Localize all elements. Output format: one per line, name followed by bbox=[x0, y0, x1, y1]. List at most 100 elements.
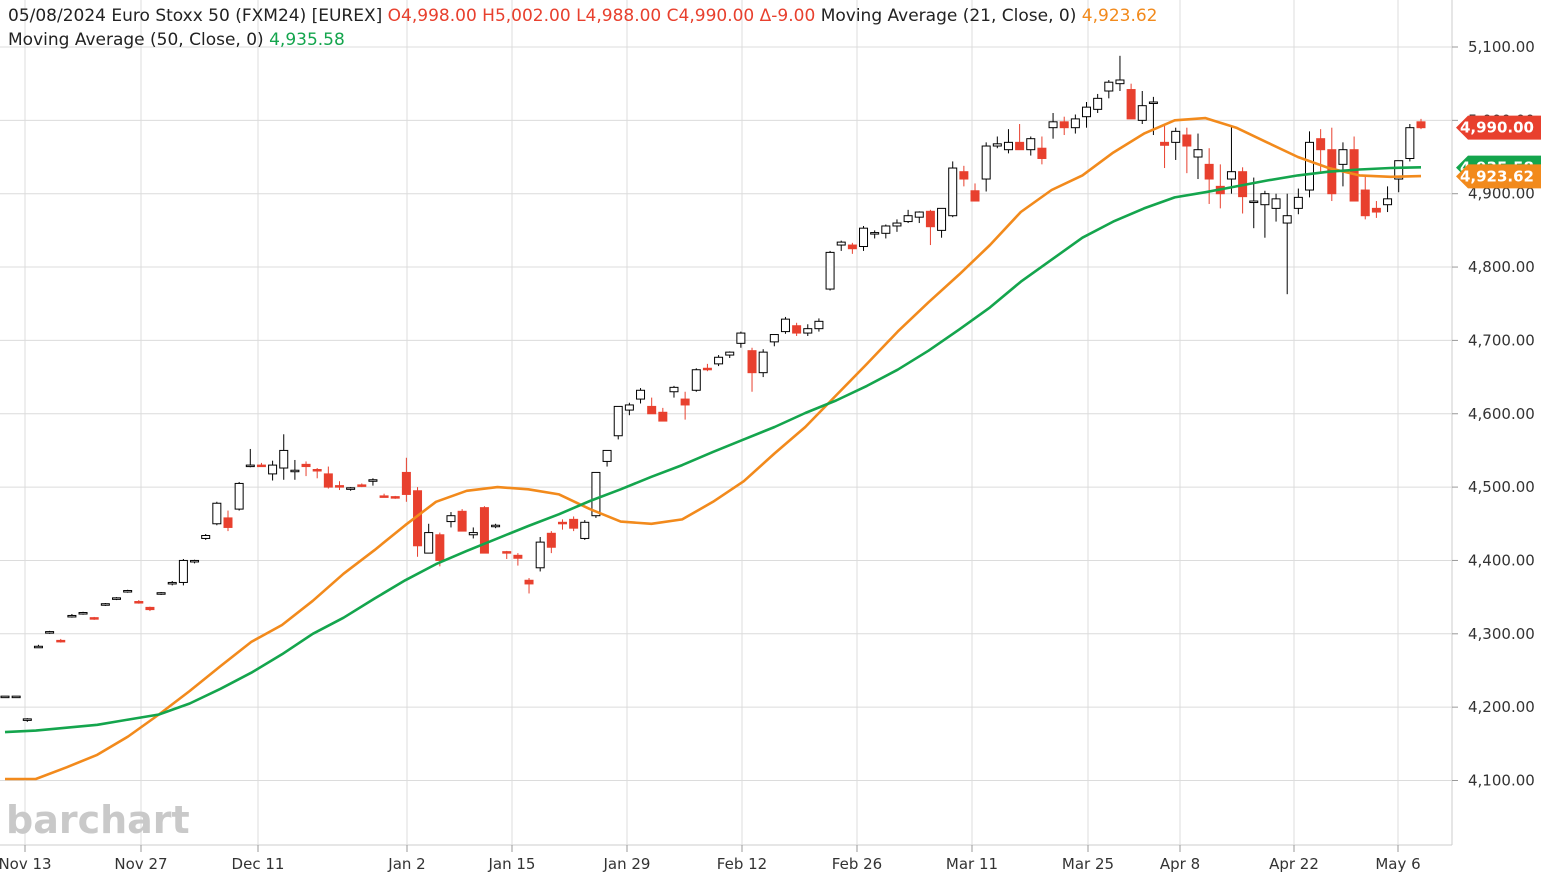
candle-body bbox=[201, 535, 211, 539]
candle-body bbox=[814, 320, 824, 330]
price-tags: 4,935.584,923.624,990.00 bbox=[1456, 115, 1541, 189]
candle-body bbox=[702, 367, 712, 371]
candle bbox=[1394, 160, 1404, 193]
candle-body bbox=[613, 405, 623, 437]
candle bbox=[245, 448, 255, 468]
candle bbox=[580, 520, 590, 540]
x-tick-label: Nov 13 bbox=[0, 855, 52, 873]
candle-body bbox=[0, 695, 10, 699]
candle-body bbox=[959, 171, 969, 180]
x-tick-label: Mar 25 bbox=[1062, 855, 1114, 873]
candle-body bbox=[557, 521, 567, 525]
candle-body bbox=[725, 351, 735, 356]
y-tick-label: 5,100.00 bbox=[1468, 38, 1535, 56]
candle-body bbox=[591, 471, 601, 517]
candle bbox=[312, 468, 322, 479]
candle bbox=[1338, 142, 1348, 187]
candle-body bbox=[357, 484, 367, 487]
candle bbox=[0, 695, 10, 699]
candle bbox=[1126, 83, 1136, 120]
ma21-price-tag: 4,923.62 bbox=[1456, 164, 1541, 189]
candle-body bbox=[714, 356, 724, 365]
y-tick-label: 4,700.00 bbox=[1468, 331, 1535, 349]
last-price-tag-shape bbox=[1456, 115, 1541, 140]
candle bbox=[636, 388, 646, 404]
candle-body bbox=[1193, 149, 1203, 158]
candle-body bbox=[1271, 198, 1281, 209]
candle bbox=[145, 606, 155, 612]
candle-body bbox=[134, 601, 144, 604]
candle bbox=[1204, 148, 1214, 204]
candle bbox=[1360, 175, 1370, 220]
candle bbox=[424, 523, 434, 554]
candle-body bbox=[1316, 138, 1326, 151]
candle bbox=[1070, 114, 1080, 134]
close-value: C4,990.00 bbox=[666, 6, 755, 26]
x-tick-label: Apr 8 bbox=[1160, 855, 1200, 873]
candle-body bbox=[446, 515, 456, 523]
x-tick-label: Nov 27 bbox=[114, 855, 167, 873]
candle bbox=[569, 516, 579, 532]
candle bbox=[1293, 188, 1303, 215]
y-tick-label: 4,800.00 bbox=[1468, 258, 1535, 276]
candle bbox=[669, 385, 679, 398]
last-price-tag: 4,990.00 bbox=[1456, 115, 1541, 140]
candle-body bbox=[1182, 134, 1192, 147]
candle bbox=[457, 509, 467, 532]
candle bbox=[1160, 124, 1170, 169]
candle-body bbox=[111, 597, 121, 600]
candle bbox=[1093, 93, 1103, 114]
candle bbox=[1182, 127, 1192, 174]
y-tick-label: 4,900.00 bbox=[1468, 185, 1535, 203]
candle-body bbox=[1305, 141, 1315, 191]
candle-body bbox=[268, 464, 278, 475]
y-tick-label: 4,500.00 bbox=[1468, 478, 1535, 496]
candle bbox=[357, 483, 367, 488]
candle-body bbox=[368, 479, 378, 482]
candle bbox=[212, 501, 222, 526]
candle-body bbox=[156, 592, 166, 595]
barchart-logo: barchart bbox=[6, 798, 190, 842]
candle bbox=[22, 718, 32, 722]
candle-body bbox=[881, 225, 891, 234]
candle-body bbox=[424, 532, 434, 554]
x-axis: Nov 13 Nov 27 Dec 11 Jan 2 Jan 15 Jan 29 Feb 1… bbox=[0, 845, 1421, 873]
candle-body bbox=[546, 532, 556, 548]
candle bbox=[780, 316, 790, 334]
candles bbox=[0, 55, 1426, 722]
candle-body bbox=[937, 207, 947, 231]
candle-body bbox=[925, 210, 935, 228]
candle-body bbox=[914, 211, 924, 218]
candle bbox=[814, 318, 824, 332]
candle-body bbox=[1037, 147, 1047, 159]
y-tick-label: 4,200.00 bbox=[1468, 698, 1535, 716]
candle-body bbox=[1405, 127, 1415, 159]
candle bbox=[1405, 124, 1415, 162]
candle bbox=[859, 225, 869, 251]
candle bbox=[111, 597, 121, 601]
ma21-price-tag-text: 4,923.62 bbox=[1460, 167, 1534, 185]
candle-body bbox=[580, 521, 590, 539]
candle bbox=[1171, 127, 1181, 160]
candle-body bbox=[758, 351, 768, 374]
candle bbox=[691, 368, 701, 392]
candle-body bbox=[513, 554, 523, 559]
candle-body bbox=[780, 318, 790, 333]
candle-body bbox=[346, 487, 356, 490]
candle-body bbox=[1383, 198, 1393, 206]
x-tick-label: Jan 15 bbox=[488, 855, 536, 873]
candle-body bbox=[390, 496, 400, 499]
candle-body bbox=[992, 143, 1002, 147]
candle-body bbox=[1226, 171, 1236, 180]
candle-body bbox=[903, 215, 913, 223]
candle bbox=[903, 209, 913, 224]
candle-body bbox=[1394, 160, 1404, 180]
candle bbox=[223, 510, 233, 532]
candle-body bbox=[948, 167, 958, 217]
candle bbox=[937, 207, 947, 238]
candle-body bbox=[223, 517, 233, 528]
candle-body bbox=[323, 473, 333, 488]
candle bbox=[1305, 131, 1315, 198]
candle-body bbox=[1059, 121, 1069, 129]
